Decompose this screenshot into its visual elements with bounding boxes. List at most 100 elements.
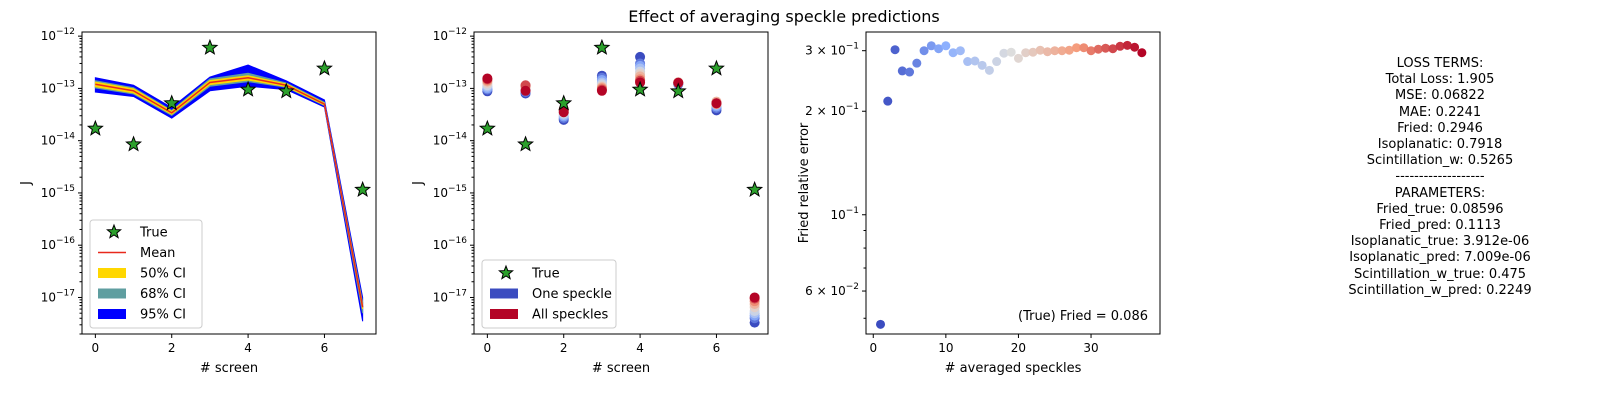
legend-marker-ci: [98, 309, 126, 319]
legend-marker-true: [498, 264, 514, 280]
ax3-ytick-label: 6 × 10−2: [805, 282, 859, 298]
loss-terms-line: MAE: 0.2241: [1398, 104, 1482, 120]
ax1-ytick-label: 10−15: [41, 184, 75, 200]
ax1-xtick-label: 4: [244, 341, 252, 355]
ax3-xtick-label: 30: [1083, 341, 1098, 355]
ax3-ytick-label: 2 × 10−1: [805, 102, 859, 118]
loss-terms-line: Scintillation_w: 0.5265: [1366, 153, 1514, 169]
fried-error-point: [1064, 45, 1074, 55]
ax1-legend-frame: [89, 219, 203, 329]
fried-error-point: [1122, 40, 1132, 50]
ax2-ytick-label: 10−13: [433, 79, 467, 95]
figure-title: Effect of averaging speckle predictions: [628, 7, 940, 26]
fried-error-point: [1021, 48, 1031, 58]
ax1-xtick-label: 0: [92, 341, 100, 355]
true-point: [86, 119, 104, 136]
fried-error-point: [1101, 43, 1111, 53]
ax3-ytick-label: 10−1: [830, 206, 859, 222]
loss-terms-line: Isoplanatic_true: 3.912e-06: [1350, 234, 1530, 250]
ax1-legend-label: 68% CI: [140, 287, 186, 302]
fried-error-scatter: 0 10 20 30 6 × 10−2 10−1 2 × 10−1 3 × 10−1 # ave…: [797, 31, 1161, 376]
true-point: [478, 119, 496, 136]
ax3-xtick-label: 10: [938, 341, 953, 355]
fried-error-point: [1006, 47, 1016, 57]
fried-error-point: [955, 46, 965, 56]
true-point: [707, 59, 725, 76]
ax2-xlabel: # screen: [592, 361, 650, 376]
ax1-legend-label: 50% CI: [140, 267, 186, 282]
fried-error-point: [1042, 47, 1052, 57]
fried-error-point: [1057, 46, 1067, 56]
true-point: [631, 80, 649, 97]
ax1-ytick-label: 10−13: [41, 79, 75, 95]
ax3-xtick-label: 20: [1011, 341, 1026, 355]
fried-error-point: [1086, 46, 1096, 56]
ax3-xtick-label: 0: [869, 341, 877, 355]
ax2-ytick-label: 10−15: [433, 184, 467, 200]
ax2-ytick-label: 10−17: [433, 288, 467, 304]
ax2-frame: [473, 31, 769, 335]
ax1-frame: [81, 31, 377, 335]
ax3-frame: [865, 31, 1161, 335]
true-point: [517, 135, 535, 152]
fried-error-point: [919, 46, 929, 56]
fried-error-point: [977, 60, 987, 70]
fried-error-point: [999, 48, 1009, 58]
fried-error-point: [992, 57, 1002, 67]
ax2-legend-label: All speckles: [532, 308, 609, 323]
ax1-ytick-label: 10−16: [41, 236, 76, 252]
true-point: [593, 38, 611, 55]
prediction-point: [558, 107, 569, 118]
legend-marker-speckle: [490, 288, 518, 299]
loss-terms-line: LOSS TERMS:: [1396, 56, 1484, 71]
ci50-band: [94, 75, 364, 310]
fried-error-point: [897, 66, 907, 76]
loss-terms-panel: LOSS TERMS: Total Loss: 1.905 MSE: 0.06822…: [1280, 56, 1600, 299]
fried-error-point: [1130, 42, 1140, 52]
true-point: [555, 94, 573, 111]
fried-error-point: [948, 48, 958, 58]
fried-error-point: [912, 58, 922, 68]
ax2-xtick-label: 2: [560, 341, 568, 355]
fried-error-point: [1028, 47, 1038, 57]
ax1-ytick-label: 10−12: [41, 27, 75, 43]
loss-terms-line: Total Loss: 1.905: [1385, 72, 1495, 88]
true-point: [201, 38, 219, 55]
ax1-xlabel: # screen: [200, 361, 258, 376]
true-point: [125, 135, 143, 152]
fried-error-point: [1050, 46, 1060, 56]
fried-error-point: [1108, 44, 1118, 54]
fried-error-point: [1035, 45, 1045, 55]
fried-error-point: [890, 45, 900, 55]
ax3-ylabel: Fried relative error: [797, 122, 812, 243]
loss-terms-line: MSE: 0.06822: [1395, 88, 1485, 104]
legend-marker-ci: [98, 268, 126, 278]
ax1-legend-label: Mean: [140, 246, 175, 261]
ax2-ytick-label: 10−16: [433, 236, 468, 252]
prediction-point: [482, 73, 493, 84]
ax1-xtick-label: 2: [168, 341, 176, 355]
true-point: [669, 82, 687, 99]
prediction-point: [520, 85, 531, 96]
loss-terms-line: -------------------: [1395, 169, 1485, 185]
true-point: [277, 82, 295, 99]
fried-error-point: [1072, 43, 1082, 53]
legend-marker-speckle: [490, 309, 518, 319]
true-point: [239, 80, 257, 97]
ax2-legend-label: True: [531, 267, 560, 282]
prediction-point: [711, 98, 722, 109]
mean-line: [95, 76, 364, 308]
loss-terms-line: Fried_pred: 0.1113: [1379, 218, 1501, 234]
fried-error-point: [1093, 44, 1103, 54]
speckle-ci-line-chart: 0 2 4 6 10−17 10−16 10−15 10−14 10−13 10−12 # scre…: [19, 27, 377, 376]
loss-terms-line: PARAMETERS:: [1394, 185, 1486, 201]
fried-error-point: [941, 41, 951, 51]
true-point: [315, 59, 333, 76]
loss-terms-line: Fried: 0.2946: [1397, 120, 1483, 136]
ci68-band: [94, 72, 364, 314]
ax1-ytick-label: 10−14: [41, 132, 76, 148]
fried-error-point: [970, 56, 980, 66]
ax2-ylabel: J: [411, 181, 426, 186]
true-point: [163, 94, 181, 111]
